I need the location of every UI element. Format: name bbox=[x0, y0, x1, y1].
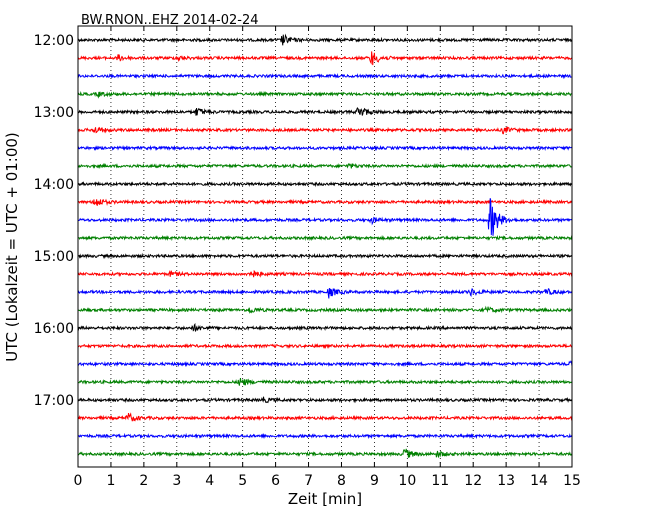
trace-1445 bbox=[77, 234, 573, 242]
trace-1200 bbox=[77, 33, 573, 46]
trace-1430 bbox=[77, 198, 573, 236]
trace-1630 bbox=[77, 360, 573, 368]
trace-1400 bbox=[77, 180, 573, 188]
x-tick-label: 15 bbox=[563, 473, 581, 489]
x-tick-label: 1 bbox=[106, 473, 115, 489]
trace-1600 bbox=[77, 322, 573, 332]
x-tick-label: 9 bbox=[370, 473, 379, 489]
y-tick-label: 15:00 bbox=[34, 249, 74, 265]
x-axis: 0 1 2 3 4 5 6 7 8 9 10 11 12 13 14 15 bbox=[74, 26, 581, 489]
x-tick-label: 7 bbox=[304, 473, 313, 489]
trace-1700 bbox=[77, 396, 573, 404]
chart-title: BW.RNON..EHZ 2014-02-24 bbox=[81, 13, 259, 28]
x-tick-label: 10 bbox=[398, 473, 416, 489]
y-tick-label: 17:00 bbox=[34, 393, 74, 409]
x-tick-label: 14 bbox=[530, 473, 548, 489]
trace-1330 bbox=[77, 144, 573, 152]
trace-1545 bbox=[77, 305, 573, 314]
trace-1615 bbox=[77, 342, 573, 350]
x-tick-label: 3 bbox=[172, 473, 181, 489]
x-tick-label: 0 bbox=[74, 473, 83, 489]
y-tick-label: 14:00 bbox=[34, 177, 74, 193]
trace-1730 bbox=[77, 432, 573, 440]
trace-1530 bbox=[77, 287, 573, 299]
trace-1215 bbox=[77, 51, 573, 66]
plot-frame bbox=[77, 25, 573, 468]
y-tick-label: 13:00 bbox=[34, 105, 74, 121]
x-tick-label: 11 bbox=[431, 473, 449, 489]
x-tick-label: 12 bbox=[464, 473, 482, 489]
y-axis-label: UTC (Lokalzeit = UTC + 01:00) bbox=[3, 132, 21, 362]
trace-1715 bbox=[77, 412, 573, 422]
y-axis: 12:00 13:00 14:00 15:00 16:00 17:00 bbox=[34, 33, 572, 409]
trace-1500 bbox=[77, 252, 573, 260]
x-tick-label: 8 bbox=[337, 473, 346, 489]
trace-1345 bbox=[77, 162, 573, 170]
grid-lines bbox=[110, 26, 540, 467]
y-tick-label: 16:00 bbox=[34, 321, 74, 337]
trace-1745 bbox=[77, 448, 573, 458]
trace-1300 bbox=[77, 107, 573, 116]
x-tick-label: 4 bbox=[205, 473, 214, 489]
trace-1245 bbox=[77, 90, 573, 99]
y-tick-label: 12:00 bbox=[34, 33, 74, 49]
x-tick-label: 5 bbox=[238, 473, 247, 489]
trace-1315 bbox=[77, 126, 573, 135]
x-tick-label: 6 bbox=[271, 473, 280, 489]
trace-1230 bbox=[77, 72, 573, 80]
trace-1645 bbox=[77, 377, 573, 386]
trace-1415 bbox=[77, 198, 573, 207]
trace-group bbox=[77, 33, 573, 458]
x-tick-label: 2 bbox=[139, 473, 148, 489]
x-tick-label: 13 bbox=[497, 473, 515, 489]
trace-1515 bbox=[77, 269, 573, 278]
x-axis-label: Zeit [min] bbox=[288, 490, 362, 508]
